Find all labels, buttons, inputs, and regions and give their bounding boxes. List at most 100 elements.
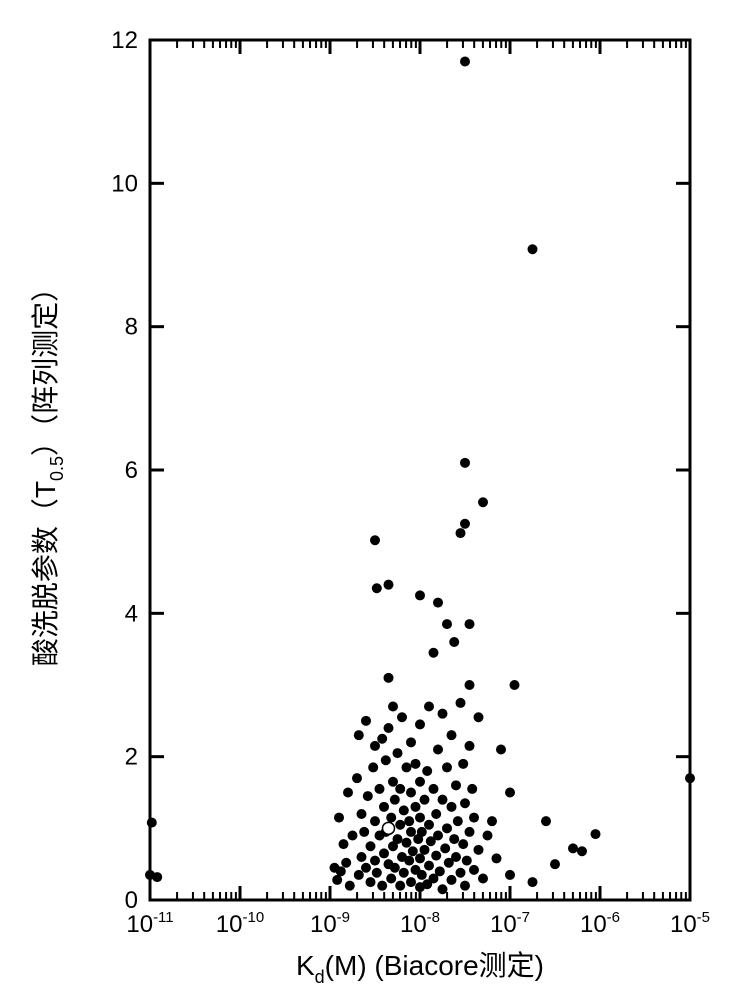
data-point (366, 841, 376, 851)
data-point (408, 846, 418, 856)
data-point (447, 730, 457, 740)
data-point (379, 802, 389, 812)
data-point (375, 784, 385, 794)
data-point (447, 875, 457, 885)
data-point (449, 834, 459, 844)
data-point (447, 802, 457, 812)
data-point (406, 788, 416, 798)
chart-svg: 10-1110-1010-910-810-710-610-5024681012K… (0, 0, 730, 1000)
data-point (453, 816, 463, 826)
data-point (415, 853, 425, 863)
data-point (411, 759, 421, 769)
data-point (541, 816, 551, 826)
svg-text:2: 2 (125, 744, 138, 771)
data-point (395, 820, 405, 830)
data-point (348, 831, 358, 841)
data-point (381, 755, 391, 765)
data-point (411, 802, 421, 812)
data-point (496, 745, 506, 755)
data-point (431, 809, 441, 819)
data-point (577, 846, 587, 856)
data-point (438, 884, 448, 894)
data-point (370, 856, 380, 866)
data-point (357, 852, 367, 862)
data-point (379, 848, 389, 858)
data-point (438, 795, 448, 805)
data-point (417, 870, 427, 880)
data-point (399, 868, 409, 878)
data-point (368, 762, 378, 772)
data-point (372, 583, 382, 593)
data-point (568, 843, 578, 853)
data-point (354, 870, 364, 880)
data-point (440, 843, 450, 853)
data-point (339, 839, 349, 849)
svg-text:4: 4 (125, 600, 138, 627)
svg-text:10-10: 10-10 (216, 909, 264, 938)
data-point (406, 737, 416, 747)
data-point (370, 816, 380, 826)
data-point (343, 788, 353, 798)
data-point (361, 716, 371, 726)
data-point (357, 809, 367, 819)
data-point (422, 766, 432, 776)
svg-text:10-5: 10-5 (670, 909, 710, 938)
data-point (420, 795, 430, 805)
data-point (528, 877, 538, 887)
data-point (435, 866, 445, 876)
data-point (442, 762, 452, 772)
data-point (591, 829, 601, 839)
data-point (384, 673, 394, 683)
data-point (388, 777, 398, 787)
svg-text:10-6: 10-6 (580, 909, 620, 938)
data-point (462, 856, 472, 866)
data-point (505, 870, 515, 880)
data-point (345, 881, 355, 891)
data-point (354, 730, 364, 740)
data-point (393, 748, 403, 758)
data-point (456, 868, 466, 878)
data-point (388, 702, 398, 712)
data-point (465, 619, 475, 629)
data-point (341, 858, 351, 868)
data-point (424, 702, 434, 712)
data-point (386, 813, 396, 823)
data-point (474, 845, 484, 855)
data-point (377, 881, 387, 891)
data-point (366, 877, 376, 887)
data-point (336, 866, 346, 876)
data-point (505, 788, 515, 798)
data-point (399, 805, 409, 815)
data-point (478, 497, 488, 507)
x-axis-title: Kd(M) (Biacore测定) (296, 950, 544, 987)
data-point (370, 741, 380, 751)
data-point (456, 528, 466, 538)
data-point (352, 773, 362, 783)
data-point (433, 598, 443, 608)
svg-text:10: 10 (111, 170, 138, 197)
data-point (384, 580, 394, 590)
data-point (370, 535, 380, 545)
data-point (406, 827, 416, 837)
data-point (550, 859, 560, 869)
data-point (685, 773, 695, 783)
data-point (395, 881, 405, 891)
data-point (492, 853, 502, 863)
data-point (429, 784, 439, 794)
data-point (458, 759, 468, 769)
svg-text:6: 6 (125, 457, 138, 484)
data-point (406, 877, 416, 887)
data-point (465, 827, 475, 837)
data-point (420, 845, 430, 855)
data-point (467, 784, 477, 794)
data-point (431, 851, 441, 861)
data-point (528, 244, 538, 254)
data-point (393, 834, 403, 844)
data-point (460, 519, 470, 529)
data-point (417, 827, 427, 837)
data-point (424, 861, 434, 871)
data-point (332, 875, 342, 885)
data-point (397, 712, 407, 722)
data-point (415, 813, 425, 823)
data-point (415, 719, 425, 729)
